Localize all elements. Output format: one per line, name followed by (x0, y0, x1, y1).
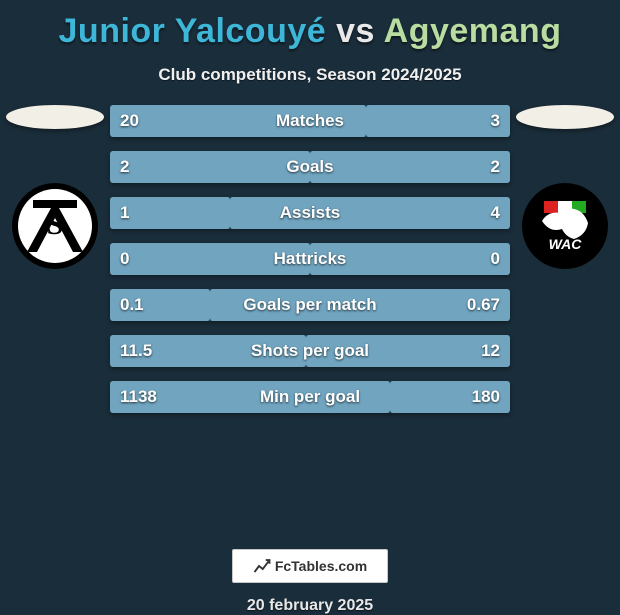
stat-fill-left (110, 289, 210, 321)
stat-fill-right (366, 105, 510, 137)
wac-icon: WAC (534, 195, 596, 257)
stat-fill-right (310, 243, 510, 275)
stat-fill-left (110, 197, 230, 229)
stat-row: Hattricks00 (110, 243, 510, 275)
stat-row: Goals22 (110, 151, 510, 183)
stat-fill-left (110, 335, 306, 367)
stat-fill-right (230, 197, 510, 229)
stat-row: Matches203 (110, 105, 510, 137)
stat-row: Min per goal1138180 (110, 381, 510, 413)
stat-row: Assists14 (110, 197, 510, 229)
player1-club-crest: S (12, 183, 98, 269)
stat-fill-right (210, 289, 510, 321)
stat-bars: Matches203 Goals22 Assists14 Hattricks00 Goa… (110, 97, 510, 413)
subtitle: Club competitions, Season 2024/2025 (0, 65, 620, 85)
snapshot-date: 20 february 2025 (0, 597, 620, 615)
stat-row: Shots per goal11.512 (110, 335, 510, 367)
player2-headshot-placeholder (516, 105, 614, 129)
right-column: WAC (510, 97, 620, 269)
stat-fill-left (110, 381, 390, 413)
stat-fill-left (110, 243, 310, 275)
brand-name: FcTables.com (275, 558, 367, 574)
title-player1: Junior Yalcouyé (59, 12, 327, 50)
comparison-stage: S WAC Matches203Goals22Assists (0, 97, 620, 527)
title-vs: vs (336, 12, 384, 50)
stat-fill-right (390, 381, 510, 413)
stat-fill-left (110, 105, 366, 137)
stat-fill-left (110, 151, 310, 183)
stat-fill-right (310, 151, 510, 183)
sturm-graz-icon: S (25, 196, 85, 256)
stat-fill-right (306, 335, 510, 367)
brand-badge: FcTables.com (232, 549, 388, 583)
title-player2: Agyemang (384, 12, 562, 50)
stat-row: Goals per match0.10.67 (110, 289, 510, 321)
page-title: Junior Yalcouyé vs Agyemang (0, 0, 620, 51)
svg-text:WAC: WAC (549, 236, 583, 252)
chart-up-icon (253, 557, 271, 575)
svg-text:S: S (47, 208, 64, 241)
left-column: S (0, 97, 110, 269)
player2-club-crest: WAC (522, 183, 608, 269)
player1-headshot-placeholder (6, 105, 104, 129)
